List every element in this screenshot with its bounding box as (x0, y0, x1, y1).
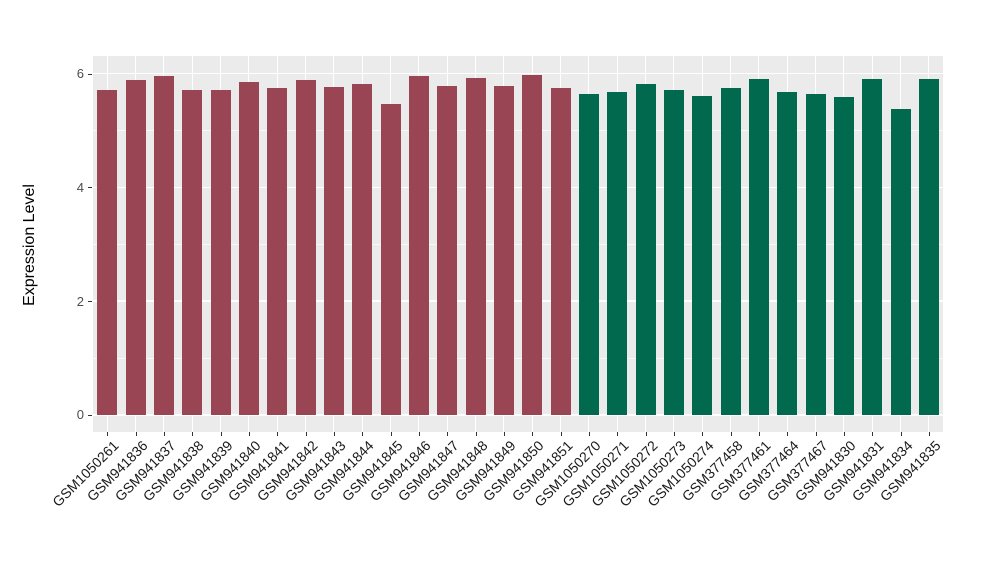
x-tick-mark (815, 432, 817, 436)
x-tick-mark (588, 432, 590, 436)
plot-panel (93, 56, 943, 432)
bar-GSM941834 (890, 109, 911, 415)
y-tick-mark (88, 414, 92, 416)
bar-GSM941831 (862, 79, 883, 415)
x-tick-mark (418, 432, 420, 436)
bar-GSM941848 (465, 78, 486, 415)
gridline-minor-y1 (93, 357, 943, 359)
y-tick-mark (88, 73, 92, 75)
bar-GSM1050261 (97, 90, 118, 415)
x-tick-mark (163, 432, 165, 436)
bar-GSM941841 (267, 87, 288, 415)
y-axis-title: Expression Level (21, 184, 38, 306)
bar-GSM941836 (125, 79, 146, 415)
gridline-major-y4 (93, 186, 943, 189)
x-tick-mark (107, 432, 109, 436)
x-tick-mark (447, 432, 449, 436)
gridline-major-y0 (93, 414, 943, 416)
x-tick-mark (787, 432, 789, 436)
y-tick-label-4: 4 (76, 179, 84, 195)
bar-GSM377467 (805, 93, 826, 415)
x-tick-mark (843, 432, 845, 436)
bar-GSM941839 (210, 89, 231, 415)
x-tick-mark (532, 432, 534, 436)
x-tick-mark (758, 432, 760, 436)
bar-GSM941837 (153, 76, 174, 415)
bar-GSM1050273 (663, 90, 684, 415)
y-tick-label-6: 6 (76, 66, 84, 82)
bar-GSM941847 (437, 86, 458, 415)
bar-GSM941830 (833, 96, 854, 415)
gridline-major-y6 (93, 72, 943, 75)
y-tick-mark (88, 187, 92, 189)
x-tick-mark (475, 432, 477, 436)
x-tick-mark (277, 432, 279, 436)
x-tick-mark (900, 432, 902, 436)
bar-GSM941842 (295, 79, 316, 415)
x-tick-mark (503, 432, 505, 436)
bar-GSM941843 (323, 86, 344, 415)
x-tick-mark (928, 432, 930, 436)
bar-GSM1050274 (692, 95, 713, 415)
bar-GSM1050270 (578, 93, 599, 415)
x-tick-mark (730, 432, 732, 436)
bar-GSM941835 (918, 79, 939, 415)
bar-GSM941844 (352, 84, 373, 415)
bar-GSM1050271 (607, 91, 628, 415)
x-tick-mark (673, 432, 675, 436)
x-tick-mark (617, 432, 619, 436)
bar-GSM941846 (408, 76, 429, 415)
x-tick-mark (560, 432, 562, 436)
x-tick-mark (135, 432, 137, 436)
y-tick-label-0: 0 (76, 407, 84, 423)
bar-GSM941838 (182, 90, 203, 415)
bar-GSM941840 (238, 82, 259, 415)
bar-GSM941851 (550, 87, 571, 415)
bar-GSM941850 (522, 74, 543, 415)
gridline-minor-y3 (93, 243, 943, 245)
bar-GSM377461 (748, 79, 769, 415)
y-tick-mark (88, 301, 92, 303)
bar-GSM377458 (720, 87, 741, 415)
x-tick-mark (333, 432, 335, 436)
x-tick-mark (220, 432, 222, 436)
x-tick-mark (362, 432, 364, 436)
x-tick-mark (390, 432, 392, 436)
y-tick-label-2: 2 (76, 293, 84, 309)
gridline-major-y2 (93, 300, 943, 302)
bar-GSM1050272 (635, 84, 656, 415)
gridline-minor-y5 (93, 130, 943, 131)
bar-GSM377464 (777, 91, 798, 415)
x-tick-mark (645, 432, 647, 436)
x-tick-mark (872, 432, 874, 436)
bar-GSM941845 (380, 104, 401, 415)
x-tick-mark (248, 432, 250, 436)
x-tick-mark (192, 432, 194, 436)
bar-GSM941849 (493, 85, 514, 415)
x-tick-mark (702, 432, 704, 436)
x-tick-mark (305, 432, 307, 436)
